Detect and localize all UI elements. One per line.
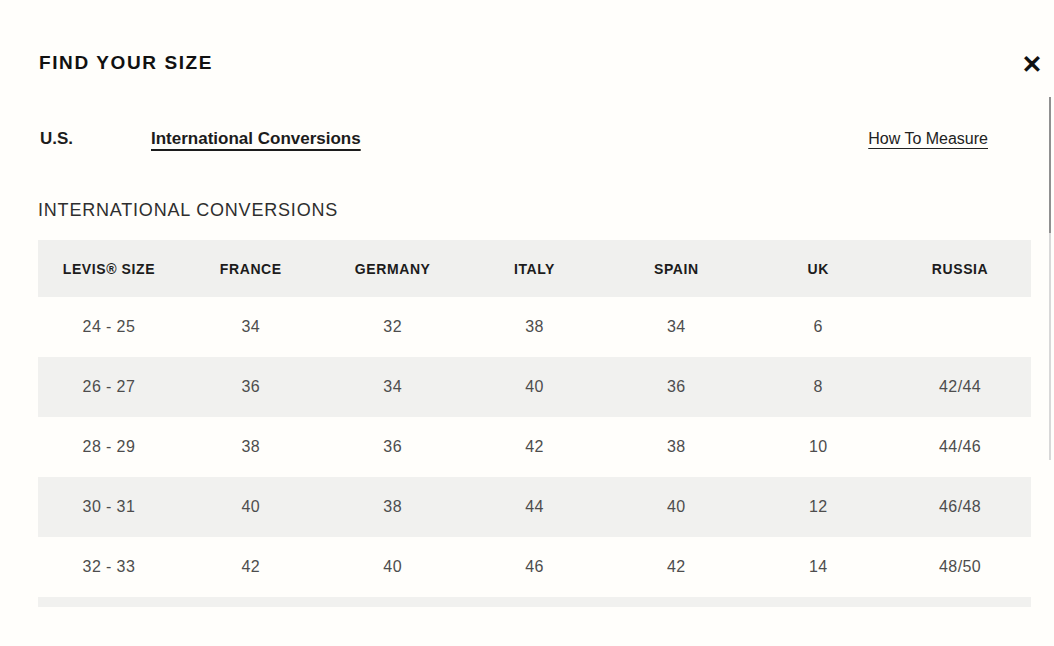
table-cell: 24 - 25 <box>38 297 180 357</box>
table-cell: 42 <box>464 417 606 477</box>
table-cell: 42 <box>180 537 322 597</box>
column-header-germany: GERMANY <box>322 240 464 297</box>
table-cell: 40 <box>322 537 464 597</box>
table-row: 28 - 29 38 36 42 38 10 44/46 <box>38 417 1031 477</box>
table-cell: 34 <box>180 297 322 357</box>
table-cell: 8 <box>747 357 889 417</box>
table-cell: 40 <box>180 477 322 537</box>
close-icon: ✕ <box>1022 50 1043 78</box>
table-cell: 44/46 <box>889 417 1031 477</box>
table-cell: 10 <box>747 417 889 477</box>
table-cell: 34 <box>605 297 747 357</box>
table-row: 30 - 31 40 38 44 40 12 46/48 <box>38 477 1031 537</box>
table-cell: 12 <box>747 477 889 537</box>
table-header-row: LEVIS® SIZE FRANCE GERMANY ITALY SPAIN U… <box>38 240 1031 297</box>
table-cell: 38 <box>180 417 322 477</box>
table-cell <box>889 297 1031 357</box>
column-header-france: FRANCE <box>180 240 322 297</box>
column-header-levis-size: LEVIS® SIZE <box>38 240 180 297</box>
table-row: 32 - 33 42 40 46 42 14 48/50 <box>38 537 1031 597</box>
table-cell: 38 <box>605 417 747 477</box>
column-header-spain: SPAIN <box>605 240 747 297</box>
table-cell: 14 <box>747 537 889 597</box>
table-cell: 26 - 27 <box>38 357 180 417</box>
table-cell: 6 <box>747 297 889 357</box>
scrollbar-thumb[interactable] <box>1049 97 1051 233</box>
table-cell: 46/48 <box>889 477 1031 537</box>
section-heading: INTERNATIONAL CONVERSIONS <box>38 200 338 221</box>
table-cell: 40 <box>464 357 606 417</box>
table-cell: 46 <box>464 537 606 597</box>
table-row: 26 - 27 36 34 40 36 8 42/44 <box>38 357 1031 417</box>
table-cell: 32 - 33 <box>38 537 180 597</box>
table-cell: 44 <box>464 477 606 537</box>
table-cell: 32 <box>322 297 464 357</box>
tab-us[interactable]: U.S. <box>40 129 73 149</box>
table-row-partial <box>38 597 1031 607</box>
how-to-measure-link[interactable]: How To Measure <box>868 130 988 148</box>
table-cell: 38 <box>322 477 464 537</box>
tab-international-conversions[interactable]: International Conversions <box>151 129 361 149</box>
table-cell: 40 <box>605 477 747 537</box>
table-cell: 36 <box>180 357 322 417</box>
column-header-russia: RUSSIA <box>889 240 1031 297</box>
table-cell: 48/50 <box>889 537 1031 597</box>
table-cell: 28 - 29 <box>38 417 180 477</box>
table-cell: 42/44 <box>889 357 1031 417</box>
column-header-uk: UK <box>747 240 889 297</box>
table-cell: 42 <box>605 537 747 597</box>
table-cell: 38 <box>464 297 606 357</box>
column-header-italy: ITALY <box>464 240 606 297</box>
table-cell: 30 - 31 <box>38 477 180 537</box>
table-cell: 36 <box>322 417 464 477</box>
table-cell: 34 <box>322 357 464 417</box>
size-conversion-table: LEVIS® SIZE FRANCE GERMANY ITALY SPAIN U… <box>38 240 1031 607</box>
modal-title: FIND YOUR SIZE <box>39 52 213 74</box>
table-row: 24 - 25 34 32 38 34 6 <box>38 297 1031 357</box>
table-cell: 36 <box>605 357 747 417</box>
find-your-size-modal: FIND YOUR SIZE ✕ U.S. International Conv… <box>0 0 1054 646</box>
close-button[interactable]: ✕ <box>1014 46 1050 82</box>
